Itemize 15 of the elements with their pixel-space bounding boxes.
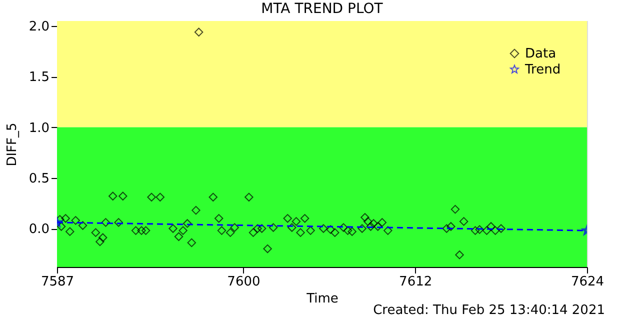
- y-tick-label: 1.5: [28, 70, 50, 86]
- x-axis-title: Time: [306, 292, 338, 306]
- y-tick-label: 0.5: [28, 171, 50, 186]
- y-tick-label: 1.0: [28, 120, 50, 136]
- y-axis-title: DIFF_5: [4, 122, 20, 166]
- text: Created: Thu Feb 25 13:40:14 2021: [373, 303, 605, 318]
- y-tick-label: 2.0: [28, 20, 50, 35]
- chart-title: MTA TREND PLOT: [261, 1, 384, 18]
- y-tick-label: 0.0: [28, 222, 50, 238]
- x-tick-label: 7612: [399, 274, 432, 290]
- legend-label: Trend: [524, 62, 561, 78]
- legend-label: Data: [525, 46, 556, 62]
- x-tick-label: 7587: [40, 274, 74, 290]
- x-tick-label: 7600: [227, 274, 260, 290]
- x-tick-label: 7624: [570, 274, 604, 290]
